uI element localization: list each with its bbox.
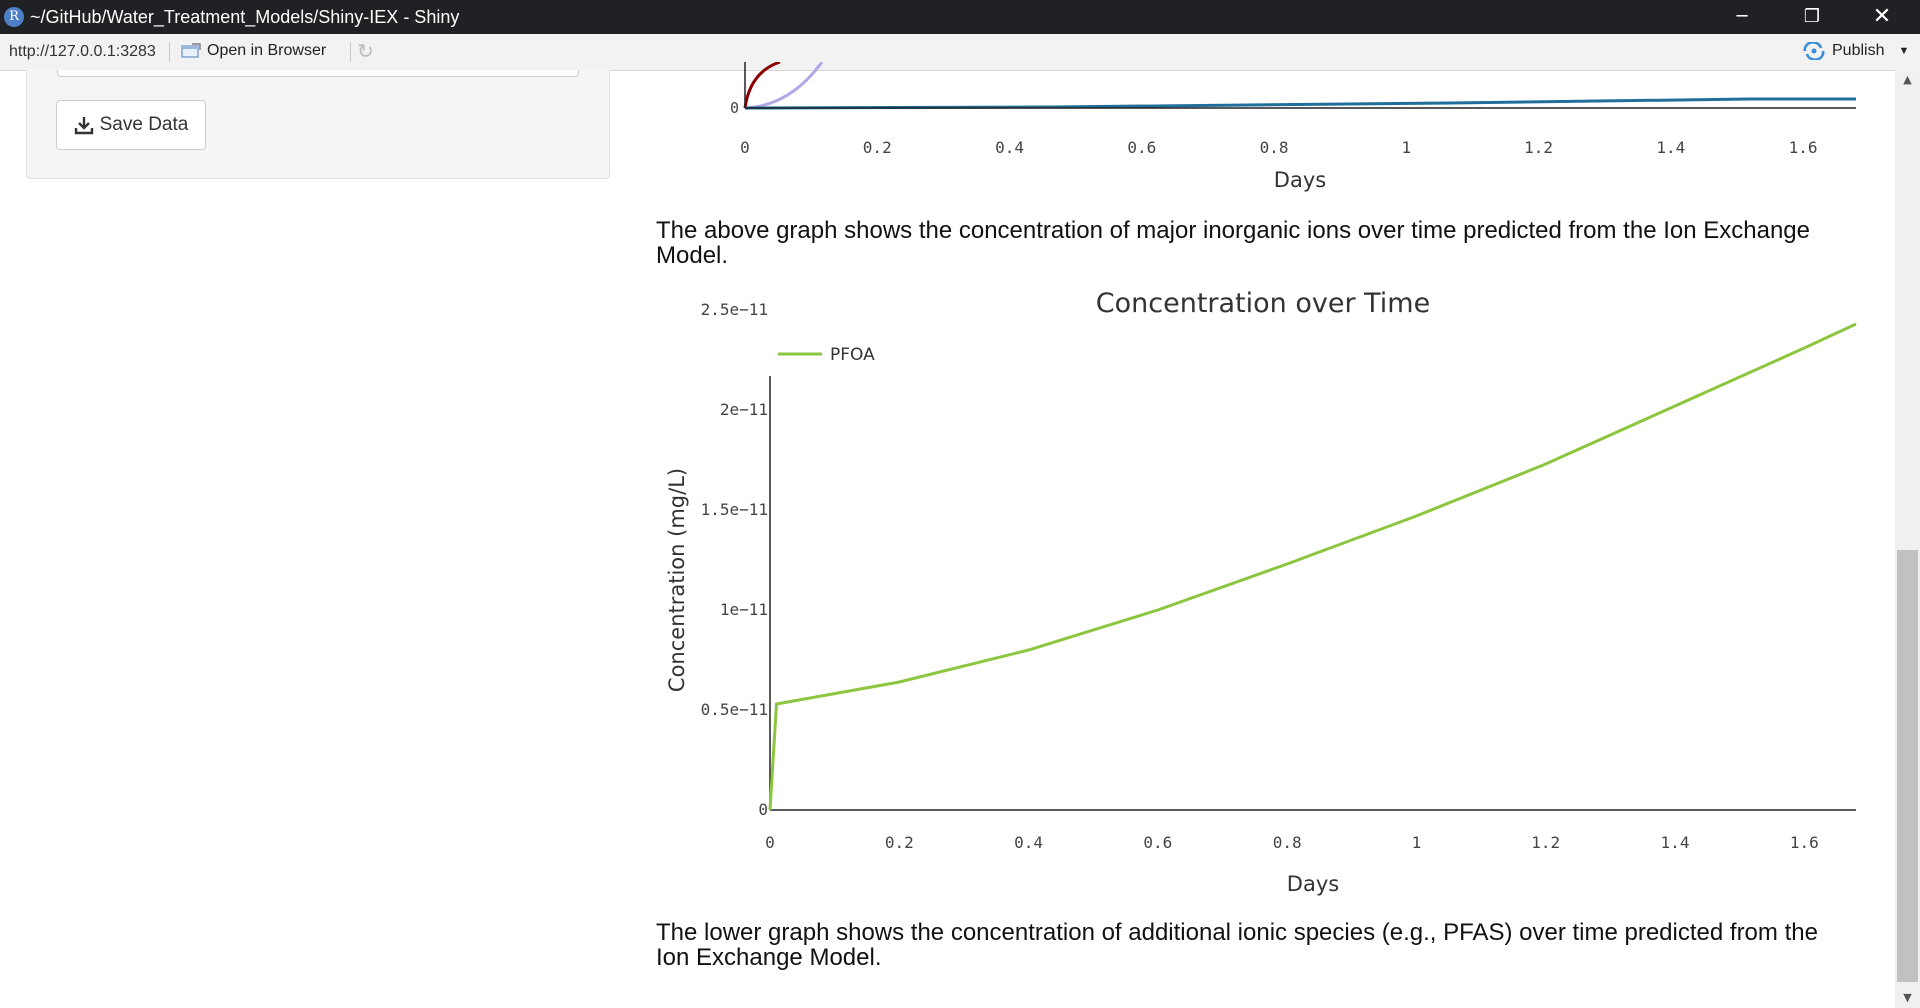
top-x-tick-label: 1.4: [1656, 138, 1685, 157]
scrollbar-thumb[interactable]: [1897, 550, 1918, 982]
close-icon[interactable]: ✕: [1872, 4, 1892, 29]
top-series-lavender: [744, 62, 824, 110]
series-line-pfoa: [768, 322, 1857, 811]
url-text: http://127.0.0.1:3283: [9, 43, 156, 60]
minimize-icon[interactable]: ─: [1736, 6, 1748, 27]
top-x-tick-label: 1: [1401, 138, 1411, 157]
y-tick-label: 0.5e−11: [701, 700, 768, 719]
publish-icon: [1803, 42, 1825, 60]
chevron-down-icon[interactable]: ▼: [1898, 45, 1910, 57]
y-axis-label: Concentration (mg/L): [665, 468, 689, 692]
top-x-tick-label: 0: [740, 138, 750, 157]
x-tick-label: 1: [1412, 833, 1422, 852]
top-x-tick-label: 0.8: [1260, 138, 1289, 157]
x-tick-label: 0.4: [1014, 833, 1043, 852]
y-tick-label: 1e−11: [720, 600, 768, 619]
chart-title: Concentration over Time: [1096, 288, 1430, 319]
toolbar-divider: [350, 42, 351, 62]
top-x-tick-label: 0.4: [995, 138, 1024, 157]
sidebar-panel: Save Data: [26, 70, 610, 179]
sidebar-input-field[interactable]: [57, 70, 579, 77]
x-tick-label: 1.4: [1661, 833, 1690, 852]
top-x-axis-label: Days: [1274, 168, 1326, 192]
download-icon: [74, 117, 93, 135]
x-tick-label: 0: [765, 833, 775, 852]
scroll-up-icon[interactable]: ▲: [1903, 73, 1912, 86]
top-x-tick-label: 0.2: [863, 138, 892, 157]
open-in-browser-label: Open in Browser: [207, 42, 327, 59]
x-axis-label: Days: [1287, 872, 1339, 896]
caption-bottom: The lower graph shows the concentration …: [656, 919, 1818, 971]
vertical-scrollbar[interactable]: ▲ ▼: [1895, 70, 1920, 1008]
save-data-button[interactable]: Save Data: [56, 100, 206, 150]
top-series-dark-red: [743, 62, 781, 109]
scroll-down-icon[interactable]: ▼: [1903, 991, 1912, 1004]
window-title-bar: R ~/GitHub/Water_Treatment_Models/Shiny-…: [0, 0, 1920, 34]
pfas-concentration-chart: Concentration over Time PFOA 0 0.5e−11 1e−…: [665, 288, 1857, 896]
x-tick-label: 1.6: [1790, 833, 1819, 852]
top-chart-lines: [743, 62, 1856, 110]
save-data-label: Save Data: [99, 114, 189, 135]
toolbar-divider: [169, 42, 170, 62]
window-title: ~/GitHub/Water_Treatment_Models/Shiny-IE…: [30, 7, 460, 27]
chart-legend: PFOA: [778, 345, 875, 365]
x-tick-label: 0.2: [885, 833, 914, 852]
ion-concentration-chart: 0 0 0.2 0.4 0.6 0.8 1 1.2 1.4 1.6 Days: [730, 62, 1856, 192]
top-x-tick-label: 0.6: [1127, 138, 1156, 157]
top-x-tick-label: 1.6: [1789, 138, 1818, 157]
x-tick-label: 1.2: [1531, 833, 1560, 852]
y-tick-label: 2.5e−11: [701, 300, 768, 319]
top-series-blue: [744, 97, 1856, 110]
top-x-tick-label: 1.2: [1524, 138, 1553, 157]
refresh-icon[interactable]: ↻: [357, 41, 374, 63]
open-in-browser-button[interactable]: Open in Browser: [181, 42, 326, 60]
y-tick-label: 0: [758, 800, 768, 819]
caption-top: The above graph shows the concentration …: [656, 217, 1810, 269]
y-tick-label: 2e−11: [720, 400, 768, 419]
viewer-toolbar: http://127.0.0.1:3283 Open in Browser ↻ …: [0, 34, 1920, 71]
open-in-browser-icon: [181, 43, 201, 58]
publish-label: Publish: [1832, 42, 1885, 59]
rstudio-logo-icon: R: [4, 7, 24, 27]
publish-button[interactable]: Publish ▼: [1802, 42, 1909, 60]
x-tick-label: 0.8: [1273, 833, 1302, 852]
legend-label-pfoa: PFOA: [830, 345, 875, 365]
restore-icon[interactable]: ❐: [1803, 6, 1821, 27]
x-tick-label: 0.6: [1143, 833, 1172, 852]
y-tick-label: 1.5e−11: [701, 500, 768, 519]
top-y-tick-0: 0: [730, 99, 739, 117]
